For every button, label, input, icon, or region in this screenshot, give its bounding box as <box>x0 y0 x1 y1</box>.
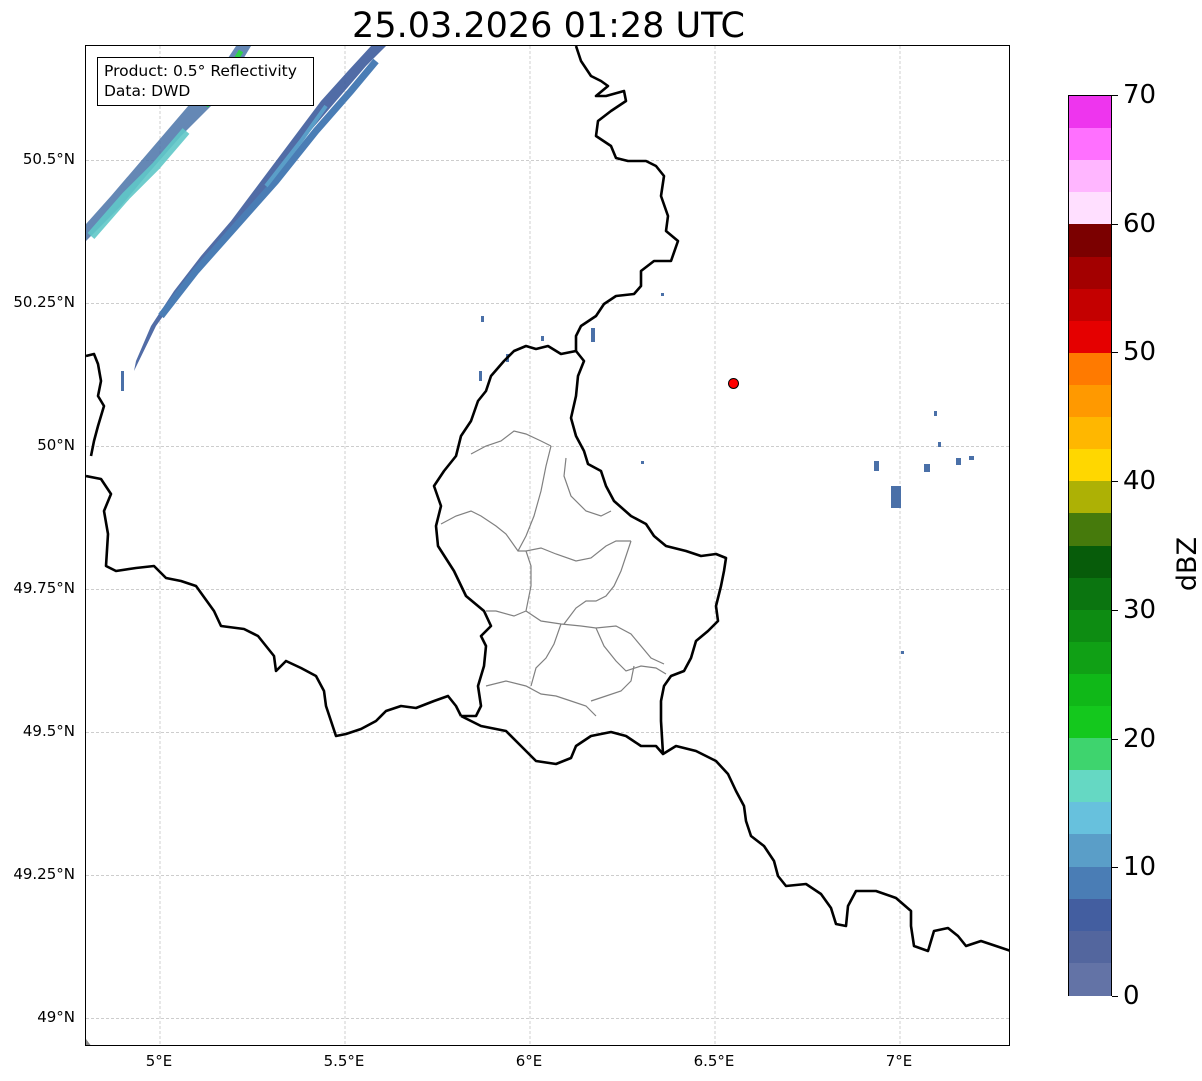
lat-tick-label: 50.25°N <box>13 293 75 312</box>
colorbar-tick-label: 70 <box>1123 80 1157 110</box>
colorbar-segment <box>1069 545 1111 579</box>
map-title: 25.03.2026 01:28 UTC <box>352 6 745 46</box>
colorbar-segment <box>1069 417 1111 450</box>
colorbar-tick-label: 20 <box>1123 723 1157 754</box>
colorbar-tick <box>1112 738 1118 740</box>
colorbar-segment <box>1069 834 1111 868</box>
graticule <box>86 46 1009 1045</box>
lat-tick-label: 49.5°N <box>22 722 75 741</box>
colorbar-segment <box>1069 352 1111 386</box>
colorbar-segment <box>1069 673 1111 707</box>
colorbar-segment <box>1069 96 1111 129</box>
colorbar-tick <box>1112 95 1118 96</box>
colorbar-tick-label: 30 <box>1123 594 1157 625</box>
lat-tick-label: 50.5°N <box>22 150 75 169</box>
radar-site-marker[interactable] <box>728 377 739 389</box>
colorbar-tick-label: 50 <box>1123 337 1157 368</box>
canton-borders <box>440 430 667 717</box>
colorbar-tick-label: 60 <box>1123 208 1157 239</box>
colorbar-tick-label: 10 <box>1123 852 1157 883</box>
colorbar-unit-label: dBZ <box>1172 536 1202 592</box>
lon-tick-label: 7°E <box>885 1052 913 1070</box>
country-borders <box>86 46 1009 953</box>
colorbar-segment <box>1069 706 1111 739</box>
colorbar-segment <box>1069 192 1111 226</box>
colorbar-segment <box>1069 930 1111 964</box>
colorbar-tick-label: 0 <box>1123 981 1140 1011</box>
colorbar-segment <box>1069 513 1111 547</box>
colorbar-segment <box>1069 449 1111 482</box>
colorbar-segment <box>1069 802 1111 836</box>
colorbar-tick-label: 40 <box>1123 466 1157 497</box>
radar-map[interactable] <box>85 45 1010 1046</box>
colorbar-segment <box>1069 481 1111 514</box>
lat-tick-label: 49.75°N <box>13 579 75 598</box>
lat-tick-label: 49°N <box>37 1008 75 1027</box>
colorbar-tick <box>1112 481 1118 483</box>
colorbar-segment <box>1069 256 1111 290</box>
lon-tick-label: 5°E <box>145 1052 173 1070</box>
data-source-label: Data: DWD <box>104 82 191 100</box>
lon-tick-label: 6°E <box>515 1052 543 1070</box>
colorbar-segment <box>1069 770 1111 803</box>
colorbar-segment <box>1069 641 1111 675</box>
colorbar-segment <box>1069 128 1111 161</box>
product-info-box: Product: 0.5° Reflectivity Data: DWD <box>97 57 314 106</box>
lon-tick-label: 5.5°E <box>323 1052 365 1070</box>
colorbar <box>1068 95 1112 996</box>
lat-tick-label: 50°N <box>37 436 75 455</box>
lon-tick-label: 6.5°E <box>693 1052 735 1070</box>
colorbar-segment <box>1069 224 1111 258</box>
colorbar-segment <box>1069 577 1111 611</box>
colorbar-tick <box>1112 223 1118 225</box>
colorbar-segment <box>1069 962 1111 996</box>
product-label: Product: 0.5° Reflectivity <box>104 62 297 80</box>
map-canvas <box>86 46 1009 1045</box>
colorbar-segment <box>1069 866 1111 900</box>
colorbar-tick <box>1112 996 1118 997</box>
colorbar-tick <box>1112 609 1118 611</box>
colorbar-tick <box>1112 352 1118 354</box>
colorbar-segment <box>1069 738 1111 771</box>
colorbar-tick <box>1112 867 1118 869</box>
colorbar-segment <box>1069 288 1111 322</box>
colorbar-segment <box>1069 320 1111 354</box>
lat-tick-label: 49.25°N <box>13 865 75 884</box>
colorbar-segment <box>1069 160 1111 193</box>
colorbar-segment <box>1069 609 1111 643</box>
colorbar-segment <box>1069 898 1111 932</box>
colorbar-segment <box>1069 384 1111 418</box>
corner-mark <box>86 1039 91 1045</box>
